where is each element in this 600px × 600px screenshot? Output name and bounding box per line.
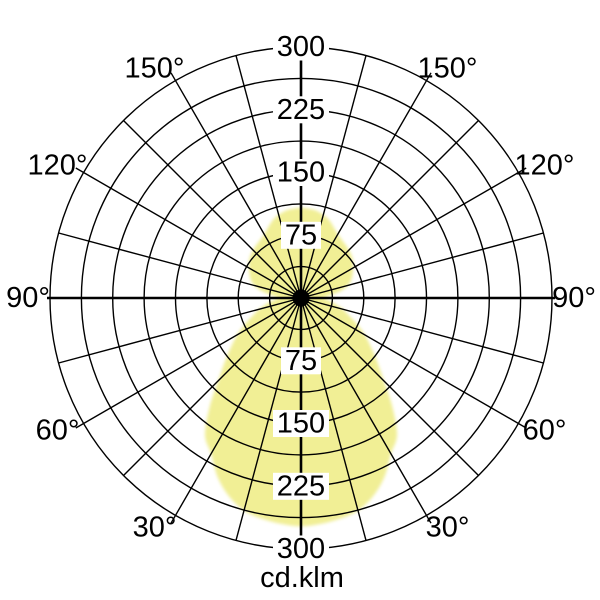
radial-label-box <box>273 159 329 186</box>
radial-label-box <box>273 33 329 61</box>
radial-label-box <box>273 96 329 124</box>
radial-tick-label: 225 <box>277 470 325 502</box>
radial-tick-label: 150 <box>277 157 325 189</box>
radial-label-box <box>281 221 321 249</box>
polar-grid-ray <box>123 120 302 299</box>
polar-grid-ray <box>170 297 302 524</box>
radial-tick-label: 75 <box>285 219 317 251</box>
radial-tick-label: 225 <box>277 94 325 126</box>
polar-grid-ray <box>58 232 302 299</box>
polar-grid-ray <box>300 167 527 299</box>
angle-label: 90° <box>6 282 50 314</box>
polar-grid-ray <box>300 297 432 524</box>
radial-tick-label: 300 <box>277 533 325 565</box>
radial-label-box <box>281 347 321 375</box>
radial-label-box <box>273 472 329 500</box>
center-dot <box>292 289 310 307</box>
radial-tick-label: 75 <box>285 345 317 377</box>
angle-label: 150° <box>418 53 478 85</box>
angle-label: 150° <box>125 53 185 85</box>
polar-grid-ray <box>75 297 302 429</box>
polar-grid-ray <box>300 232 544 299</box>
polar-grid-ray <box>300 55 367 299</box>
polar-grid-ray <box>123 297 302 476</box>
polar-grid-ray <box>170 72 302 299</box>
polar-grid-ray <box>235 55 302 299</box>
radial-label-box <box>273 535 329 563</box>
polar-grid-ray <box>75 167 302 299</box>
angle-label: 30° <box>133 512 177 544</box>
polar-grid-ray <box>300 297 479 476</box>
angle-label: 120° <box>515 150 575 182</box>
radial-tick-label: 150 <box>277 408 325 440</box>
polar-grid-ray <box>300 120 479 299</box>
polar-grid-ray <box>235 297 302 541</box>
radial-label-box <box>273 410 329 437</box>
polar-grid-ray <box>300 297 367 541</box>
angle-label: 30° <box>426 512 470 544</box>
unit-label: cd.klm <box>260 562 344 594</box>
polar-grid-ray <box>58 297 302 364</box>
angle-label: 120° <box>28 150 88 182</box>
polar-grid-ray <box>300 297 544 364</box>
angle-label: 60° <box>36 415 80 447</box>
angle-label: 60° <box>523 415 567 447</box>
polar-grid-ray <box>300 72 432 299</box>
angle-label: 90° <box>552 282 596 314</box>
polar-grid-ray <box>300 297 527 429</box>
radial-tick-label: 300 <box>277 31 325 63</box>
